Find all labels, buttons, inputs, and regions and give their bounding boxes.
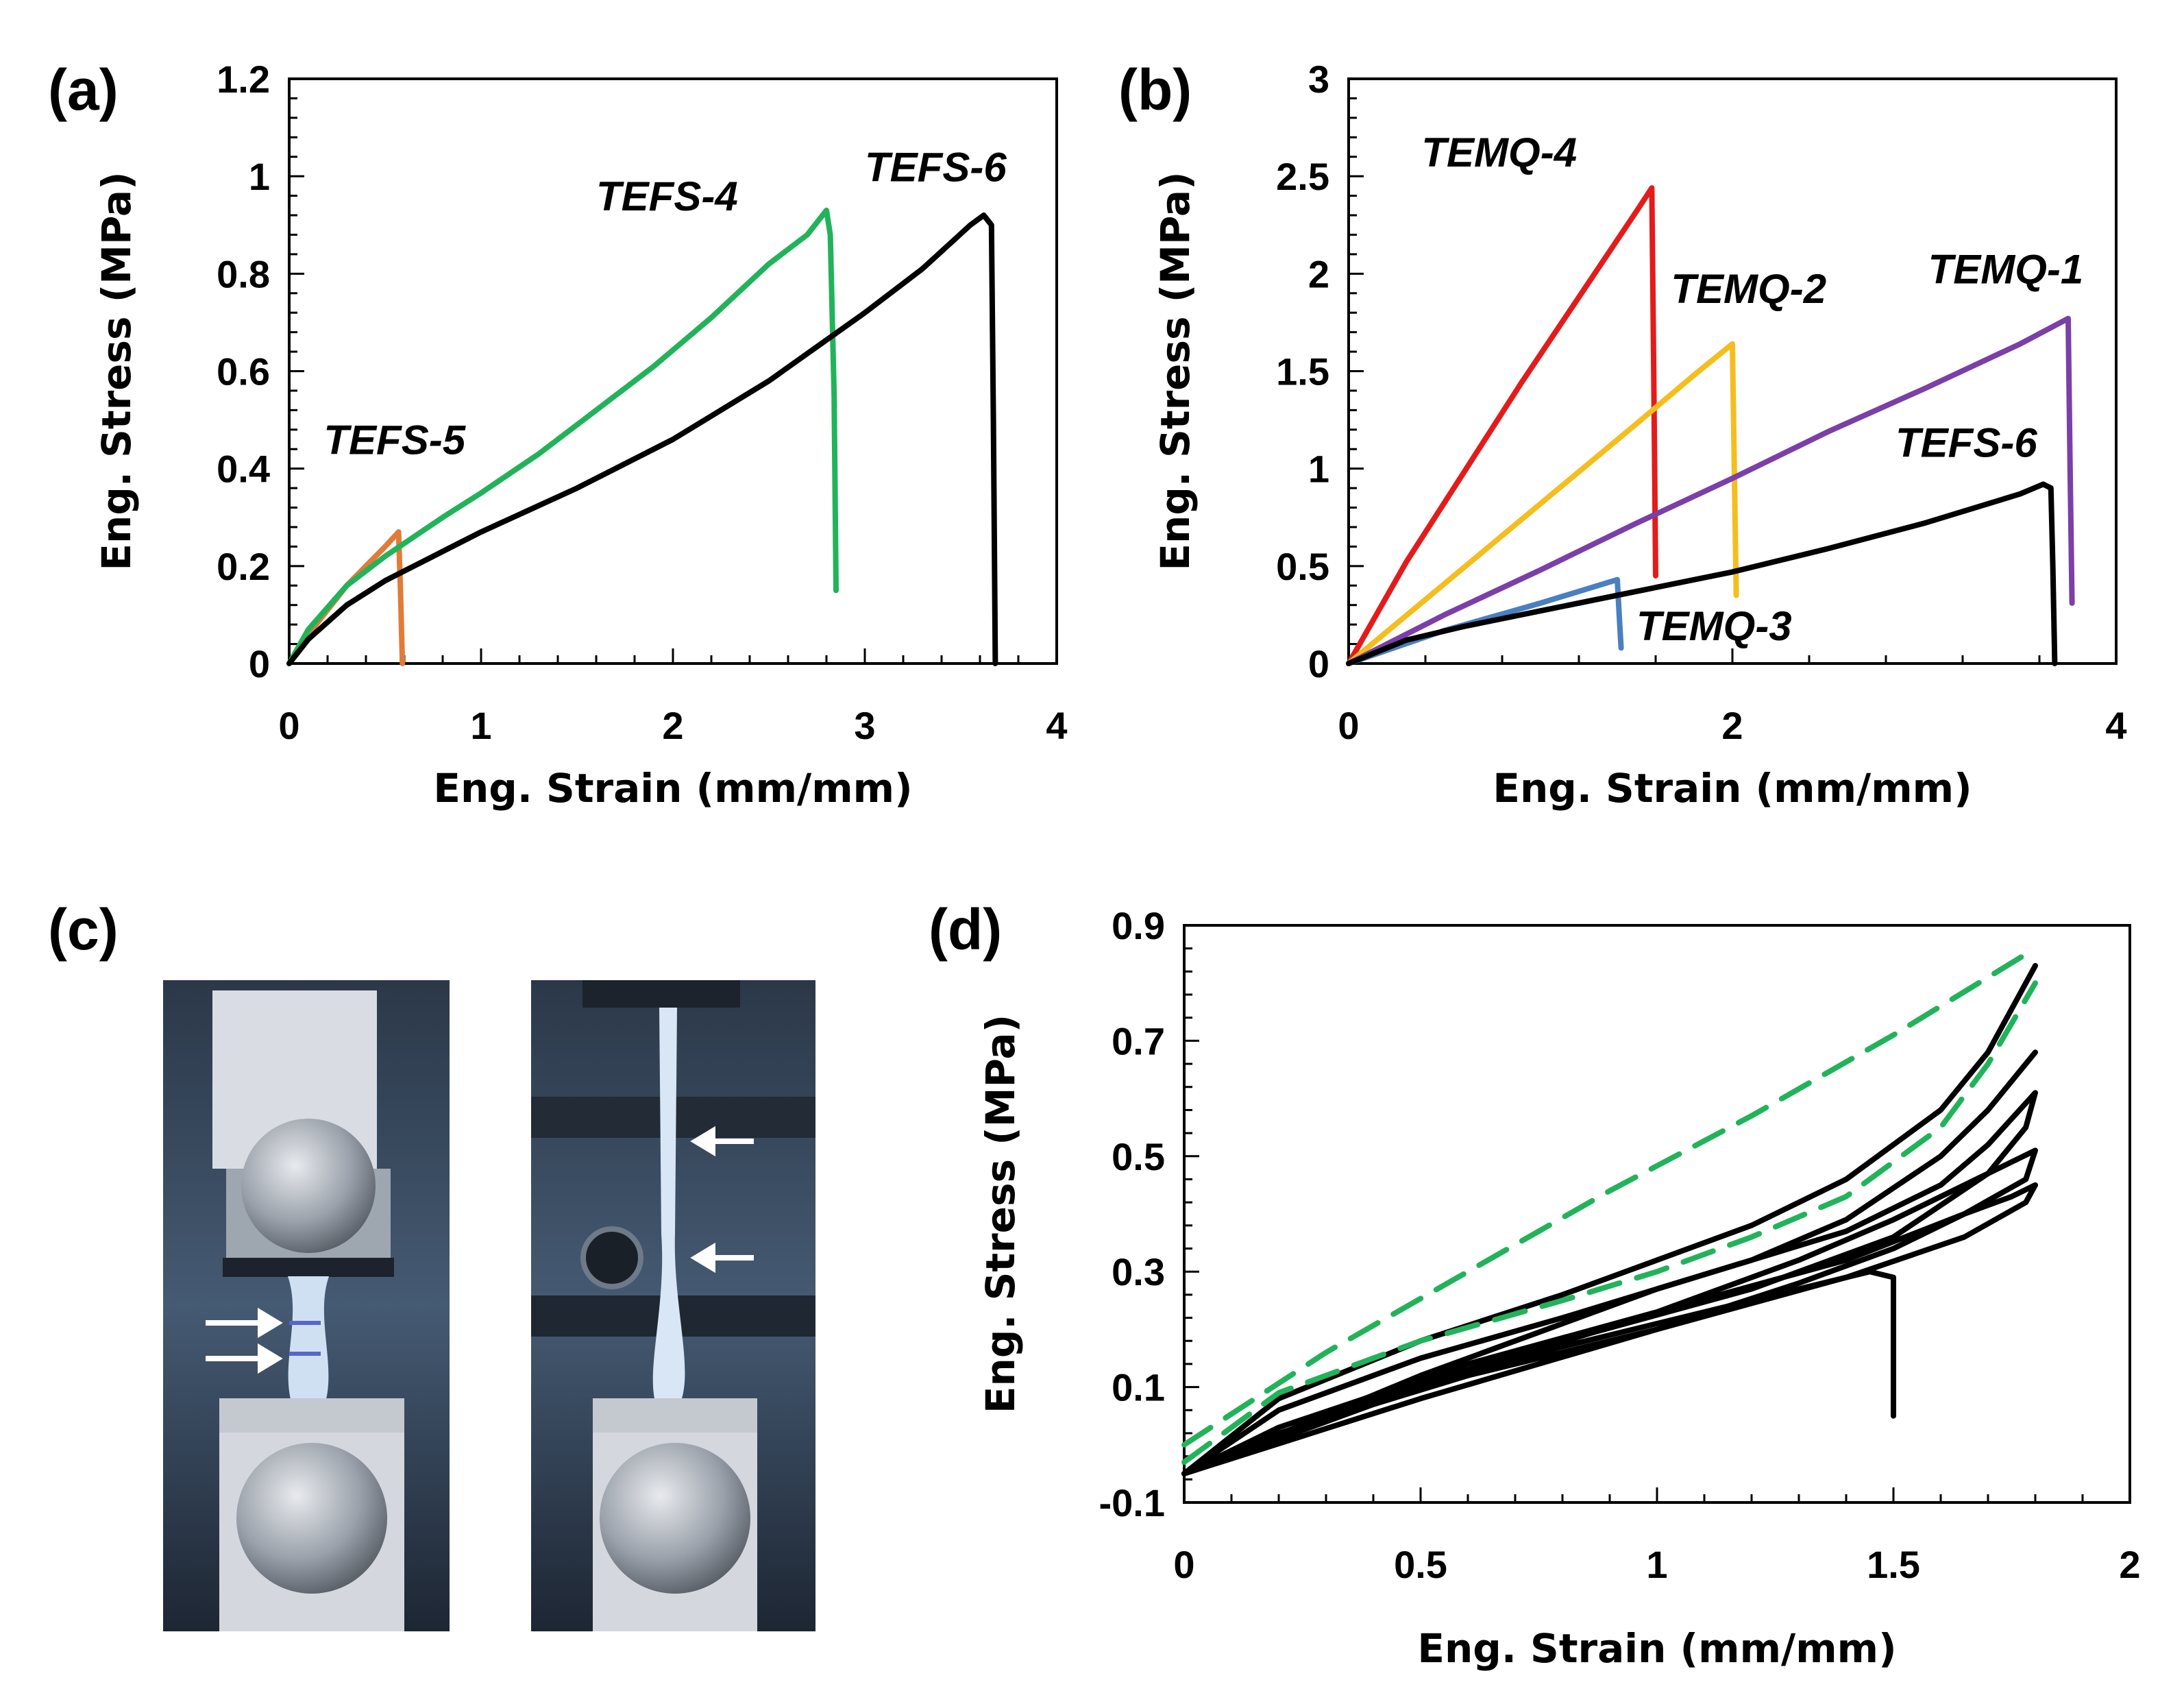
y-tick-label: 3 [1308, 58, 1329, 101]
y-tick-label: 0.1 [1112, 1366, 1165, 1409]
x-tick-label: 2 [662, 704, 683, 747]
chart-b: 0 0.5 1 1.5 2 2.5 3 0 2 4 Eng. Strain (mm/mm) Eng. … [1152, 58, 2127, 812]
y-tick-label: 2 [1308, 252, 1329, 295]
series-label: TEFS-4 [596, 173, 738, 219]
upper-knob [241, 1119, 376, 1253]
panel-label-d: (d) [929, 897, 1002, 962]
x-tick-label: 1 [470, 704, 491, 747]
series-line-cyclic-unloading [1181, 1049, 2038, 1476]
series-label: TEMQ-2 [1671, 266, 1826, 312]
series-label: TEMQ-4 [1421, 130, 1577, 175]
specimen-stretched [652, 1008, 685, 1398]
y-tick-label: 0.8 [217, 252, 270, 295]
y-tick-label: 1 [1308, 448, 1329, 491]
y-tick-label: 2.5 [1276, 155, 1329, 198]
x-tick-label: 0 [1338, 704, 1359, 747]
series-label: TEFS-6 [865, 144, 1007, 190]
chart-d: -0.1 0.1 0.3 0.5 0.7 0.9 0 0.5 1 1.5 2 Eng. Strain … [977, 904, 2141, 1672]
y-tick-label: 0 [249, 642, 270, 685]
lower-knob [236, 1443, 387, 1594]
y-axis-title: Eng. Stress (MPa) [1152, 171, 1199, 570]
y-tick-label: 0.6 [217, 350, 270, 393]
x-tick-label: 2 [2119, 1543, 2140, 1586]
series-label: TEMQ-3 [1636, 603, 1792, 649]
panel-label-a: (a) [48, 58, 119, 122]
y-tick-label: 0.9 [1112, 904, 1165, 947]
y-tick-label: 1 [249, 155, 270, 198]
x-axis-title: Eng. Strain (mm/mm) [1417, 1625, 1896, 1672]
y-tick-label: 0 [1308, 642, 1329, 685]
chart-a: 0 0.2 0.4 0.6 0.8 1 1.2 0 1 2 3 4 Eng. Strain (mm/mm… [93, 58, 1068, 812]
y-tick-label: 0.2 [217, 545, 270, 588]
series-line-temq-2 [1346, 341, 1739, 666]
y-axis-title: Eng. Stress (MPa) [977, 1014, 1024, 1413]
arrow-icon [206, 1307, 283, 1339]
x-tick-label: 1 [1646, 1543, 1667, 1586]
arrow-icon [690, 1242, 754, 1274]
series-line-temq-4 [1346, 185, 1658, 666]
x-tick-label: 0 [1173, 1543, 1194, 1586]
series-label: TEMQ-1 [1928, 247, 2084, 293]
y-tick-label: 1.5 [1276, 350, 1329, 393]
x-axis-title: Eng. Strain (mm/mm) [1493, 765, 1972, 812]
series-line-cyclic-loading [1181, 962, 2038, 1476]
series-line-temq-1 [1346, 315, 2075, 666]
x-tick-label: 1.5 [1867, 1543, 1920, 1586]
x-tick-label: 2 [1721, 704, 1743, 747]
series-label: TEFS-5 [323, 417, 466, 463]
x-tick-label: 3 [854, 704, 875, 747]
y-tick-label: 0.7 [1112, 1019, 1165, 1062]
arrow-icon [206, 1343, 283, 1374]
series-line-mean-curve [1181, 980, 2038, 1465]
series-line-tefs-6 [286, 212, 998, 666]
specimen-photo-after [531, 980, 815, 1631]
series-line-tefs-4 [286, 207, 839, 666]
y-tick-label: -0.1 [1099, 1481, 1166, 1524]
lower-knob [600, 1443, 750, 1594]
specimen-photo-before [163, 980, 450, 1631]
panel-label-c: (c) [48, 897, 119, 962]
specimen-short [288, 1276, 329, 1402]
series-label: TEFS-6 [1895, 420, 2037, 466]
x-tick-label: 0.5 [1394, 1543, 1447, 1586]
y-tick-label: 0.5 [1276, 545, 1329, 588]
x-tick-label: 4 [2105, 704, 2126, 747]
series-line-envelope [1181, 945, 2038, 1448]
series-line-final-cycle [1181, 1269, 1896, 1476]
x-tick-label: 0 [278, 704, 299, 747]
x-axis-title: Eng. Strain (mm/mm) [433, 765, 912, 812]
y-tick-label: 1.2 [217, 58, 270, 101]
x-tick-label: 4 [1046, 704, 1067, 747]
y-tick-label: 0.3 [1112, 1250, 1165, 1293]
y-tick-label: 0.5 [1112, 1135, 1165, 1178]
y-axis-title: Eng. Stress (MPa) [93, 171, 140, 570]
series-line-inner-cycle-2 [1181, 1147, 2038, 1476]
panel-label-b: (b) [1118, 58, 1192, 122]
arrow-icon [690, 1125, 754, 1157]
y-tick-label: 0.4 [217, 448, 270, 491]
series-line-tefs-6 [1346, 481, 2058, 666]
